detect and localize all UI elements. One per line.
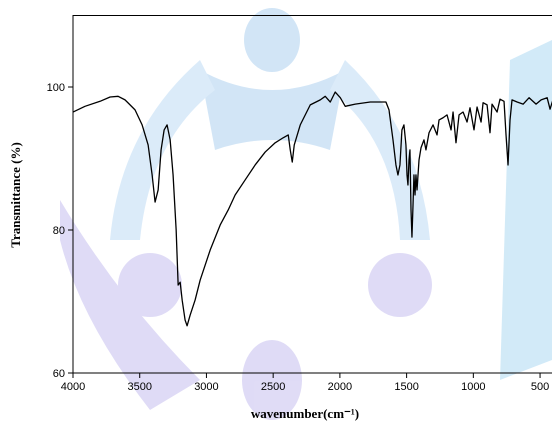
x-axis-label: wavenumber(cm⁻¹) (251, 406, 359, 421)
x-tick-label: 2500 (261, 381, 285, 393)
x-tick-label: 1000 (461, 381, 485, 393)
y-tick-label: 100 (47, 82, 65, 94)
x-tick-label: 3000 (194, 381, 218, 393)
x-tick-label: 3500 (127, 381, 151, 393)
x-tick-label: 4000 (61, 381, 85, 393)
x-tick-label: 500 (531, 381, 549, 393)
plot-frame (72, 15, 552, 374)
watermark (60, 8, 552, 420)
y-axis-label: Transmittance (%) (8, 142, 23, 248)
x-tick-label: 1500 (394, 381, 418, 393)
spectrum-line (72, 91, 552, 327)
y-tick-label: 80 (53, 225, 65, 237)
y-tick-label: 60 (53, 368, 65, 380)
x-tick-label: 2000 (328, 381, 352, 393)
